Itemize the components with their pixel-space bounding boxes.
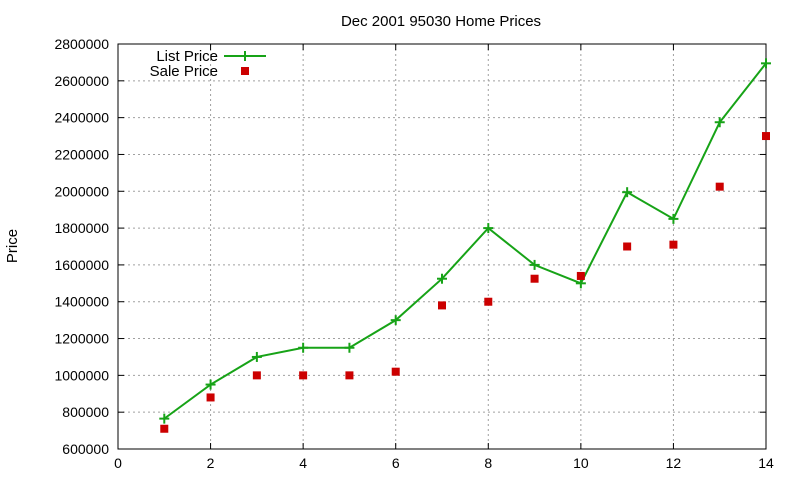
data-point-sale-price — [623, 242, 632, 251]
data-point-sale-price — [391, 367, 400, 376]
series-layer — [159, 58, 771, 433]
data-point-list-price — [437, 273, 447, 284]
data-point-list-price — [344, 342, 355, 353]
data-point-list-price — [159, 413, 170, 424]
y-tick-label: 1800000 — [54, 220, 109, 236]
y-tick-label: 2400000 — [54, 110, 109, 126]
y-tick-label: 2000000 — [54, 183, 109, 199]
grid-lines — [118, 44, 766, 449]
legend-marker-list-price — [240, 51, 250, 61]
y-tick-label: 2200000 — [54, 146, 109, 162]
data-point-list-price — [575, 278, 586, 289]
data-point-sale-price — [669, 240, 678, 249]
x-tick-label: 4 — [299, 455, 307, 471]
series-line-list-price — [163, 62, 767, 420]
series-sale-price — [160, 132, 770, 433]
data-point-list-price — [761, 58, 771, 69]
legend-label-sale-price: Sale Price — [150, 63, 218, 80]
data-point-list-price — [205, 379, 216, 390]
data-point-list-price — [483, 223, 494, 234]
y-tick-label: 1200000 — [54, 331, 109, 347]
data-point-list-price — [298, 342, 309, 353]
x-tick-label: 14 — [758, 455, 774, 471]
data-point-list-price — [668, 213, 679, 224]
data-point-sale-price — [206, 393, 215, 402]
data-point-sale-price — [715, 182, 724, 191]
data-point-sale-price — [576, 271, 585, 280]
y-tick-label: 600000 — [62, 441, 109, 457]
x-tick-labels: 0 2 4 6 8 10 12 14 — [114, 455, 774, 471]
data-point-list-price — [622, 187, 633, 198]
data-point-sale-price — [299, 371, 308, 380]
data-point-list-price — [529, 259, 540, 270]
data-point-sale-price — [252, 371, 261, 380]
chart-title: Dec 2001 95030 Home Prices — [341, 13, 541, 30]
data-point-sale-price — [484, 297, 493, 306]
y-tick-label: 2800000 — [54, 36, 109, 52]
y-tick-label: 1400000 — [54, 294, 109, 310]
y-tick-label: 800000 — [62, 404, 109, 420]
x-tick-label: 10 — [573, 455, 589, 471]
data-point-list-price — [390, 315, 401, 326]
x-tick-label: 0 — [114, 455, 122, 471]
data-point-sale-price — [762, 132, 770, 141]
y-tick-label: 1000000 — [54, 367, 109, 383]
y-tick-label: 1600000 — [54, 257, 109, 273]
x-tick-label: 8 — [484, 455, 492, 471]
legend-label-list-price: List Price — [156, 48, 218, 65]
axis-ticks — [117, 43, 767, 450]
data-point-sale-price — [438, 301, 446, 310]
legend-marker-sale-price — [241, 67, 249, 75]
data-point-list-price — [714, 117, 725, 128]
x-tick-label: 2 — [207, 455, 215, 471]
data-point-list-price — [251, 351, 262, 362]
x-tick-label: 12 — [666, 455, 682, 471]
y-tick-label: 2600000 — [54, 73, 109, 89]
data-point-sale-price — [345, 371, 354, 380]
x-tick-label: 6 — [392, 455, 400, 471]
legend: List Price Sale Price — [150, 48, 266, 80]
series-list-price — [159, 58, 771, 424]
data-point-sale-price — [160, 424, 169, 433]
y-tick-labels: 600000 800000 1000000 1200000 1400000 1600000… — [54, 36, 109, 457]
data-point-sale-price — [530, 274, 539, 283]
plot-frame — [117, 43, 767, 450]
y-axis-title: Price — [4, 229, 21, 263]
